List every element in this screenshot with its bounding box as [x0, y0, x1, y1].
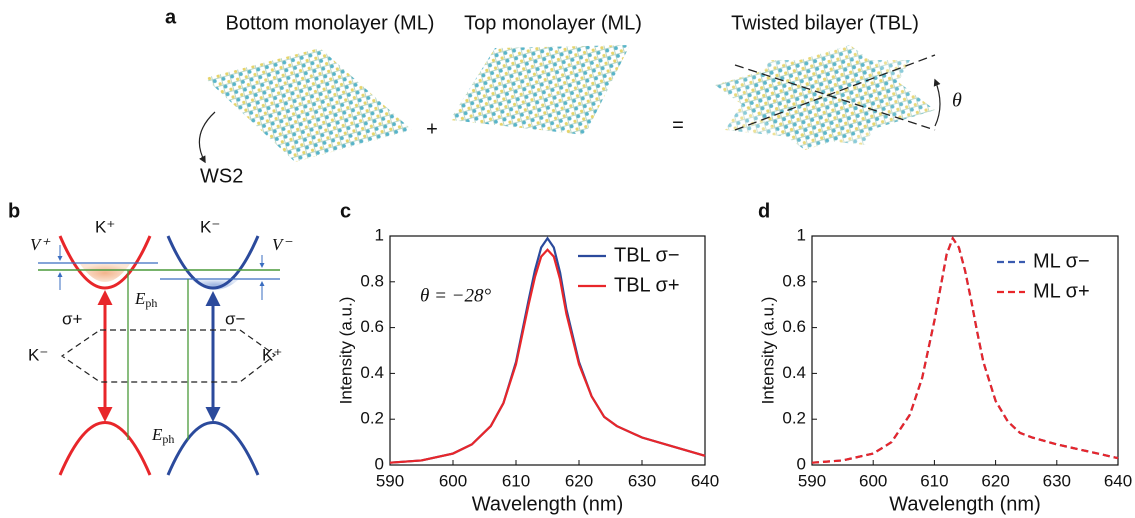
- lattice: [450, 45, 630, 135]
- series-line: [811, 235, 1119, 464]
- band: [58, 235, 152, 290]
- phonon-label: Eph: [151, 425, 174, 446]
- legend-label: ML σ+: [1033, 280, 1090, 302]
- y-tick-label: 0.4: [782, 363, 806, 382]
- legend-label: TBL σ−: [614, 244, 680, 266]
- x-tick-label: 590: [376, 471, 404, 490]
- y-tick-label: 1: [375, 225, 384, 244]
- x-axis-label: Wavelength (nm): [889, 493, 1041, 515]
- y-tick-label: 0.8: [782, 271, 806, 290]
- x-tick-label: 640: [1104, 471, 1132, 490]
- y-axis-label: Intensity (a.u.): [336, 297, 355, 405]
- panel-letter: b: [8, 200, 20, 222]
- valley-label: K⁻: [200, 217, 220, 236]
- lattice: [725, 60, 910, 145]
- x-tick-label: 600: [859, 471, 887, 490]
- shift-label: V⁺: [30, 235, 51, 254]
- x-tick-label: 610: [502, 471, 530, 490]
- y-tick-label: 0: [797, 454, 806, 473]
- polarization-label: σ−: [225, 309, 245, 328]
- valley-label: K⁺: [262, 345, 282, 364]
- line-chart: 590 600 610 620 630 640 0 0.2 0.4 0.6 0.8 1 Waveleng…: [336, 225, 719, 515]
- band: [58, 421, 152, 476]
- x-tick-label: 610: [920, 471, 948, 490]
- plot-frame: [389, 235, 706, 466]
- x-tick-label: 620: [565, 471, 593, 490]
- x-axis-label: Wavelength (nm): [472, 493, 624, 515]
- valley-label: K⁺: [95, 217, 115, 236]
- x-tick-label: 640: [691, 471, 719, 490]
- line-chart: 590 600 610 620 630 640 0 0.2 0.4 0.6 0.8 1 Waveleng…: [758, 225, 1132, 515]
- valley-label: K⁻: [28, 345, 48, 364]
- panel-letter: a: [165, 6, 177, 28]
- y-tick-label: 0.2: [360, 409, 384, 428]
- phonon-label: Eph: [134, 289, 157, 310]
- operator: +: [426, 118, 438, 140]
- axis-line: [734, 64, 936, 131]
- axis-line: [734, 54, 936, 131]
- angle-arrow: [933, 78, 941, 127]
- subscript: ph: [145, 296, 157, 310]
- subscript: ph: [162, 432, 174, 446]
- symbol: E: [134, 289, 146, 308]
- material-label: WS2: [200, 165, 243, 187]
- operator: =: [672, 114, 684, 136]
- y-tick-label: 0.4: [360, 363, 384, 382]
- y-axis-label: Intensity (a.u.): [758, 297, 777, 405]
- x-tick-label: 590: [798, 471, 826, 490]
- legend-label: TBL σ+: [614, 274, 680, 296]
- polarization-label: σ+: [62, 309, 82, 328]
- annotation: θ = −28°: [420, 285, 491, 306]
- series-line: [389, 236, 706, 464]
- panel-label: Top monolayer (ML): [464, 12, 642, 34]
- y-tick-label: 1: [797, 225, 806, 244]
- symbol: E: [151, 425, 163, 444]
- series-line: [389, 248, 706, 464]
- panel-a: a Bottom monolayer (ML) Top monolayer (M…: [165, 6, 962, 187]
- plot-frame: [811, 235, 1119, 466]
- shift-label: V⁻: [272, 235, 293, 254]
- angle-label: θ: [952, 90, 962, 112]
- y-tick-label: 0.8: [360, 271, 384, 290]
- y-tick-label: 0.2: [782, 409, 806, 428]
- panel-letter: c: [340, 200, 351, 222]
- filling: [80, 264, 130, 282]
- lattice: [205, 48, 412, 162]
- band: [166, 235, 260, 290]
- panel-b: b K⁺ K⁻ V⁺ V⁻ σ+ σ− K⁻ K⁺ Eph Eph: [8, 200, 293, 476]
- x-tick-label: 620: [981, 471, 1009, 490]
- pointer-arrow: [198, 111, 216, 164]
- y-tick-label: 0: [375, 454, 384, 473]
- y-tick-label: 0.6: [360, 317, 384, 336]
- x-tick-label: 630: [628, 471, 656, 490]
- panel-label: Twisted bilayer (TBL): [731, 12, 919, 34]
- panel-letter: d: [758, 200, 770, 222]
- band: [166, 421, 260, 476]
- x-tick-label: 600: [439, 471, 467, 490]
- y-tick-label: 0.6: [782, 317, 806, 336]
- dashed-link: [60, 329, 277, 383]
- panel-label: Bottom monolayer (ML): [226, 12, 435, 34]
- x-tick-label: 630: [1043, 471, 1071, 490]
- legend-label: ML σ−: [1033, 250, 1090, 272]
